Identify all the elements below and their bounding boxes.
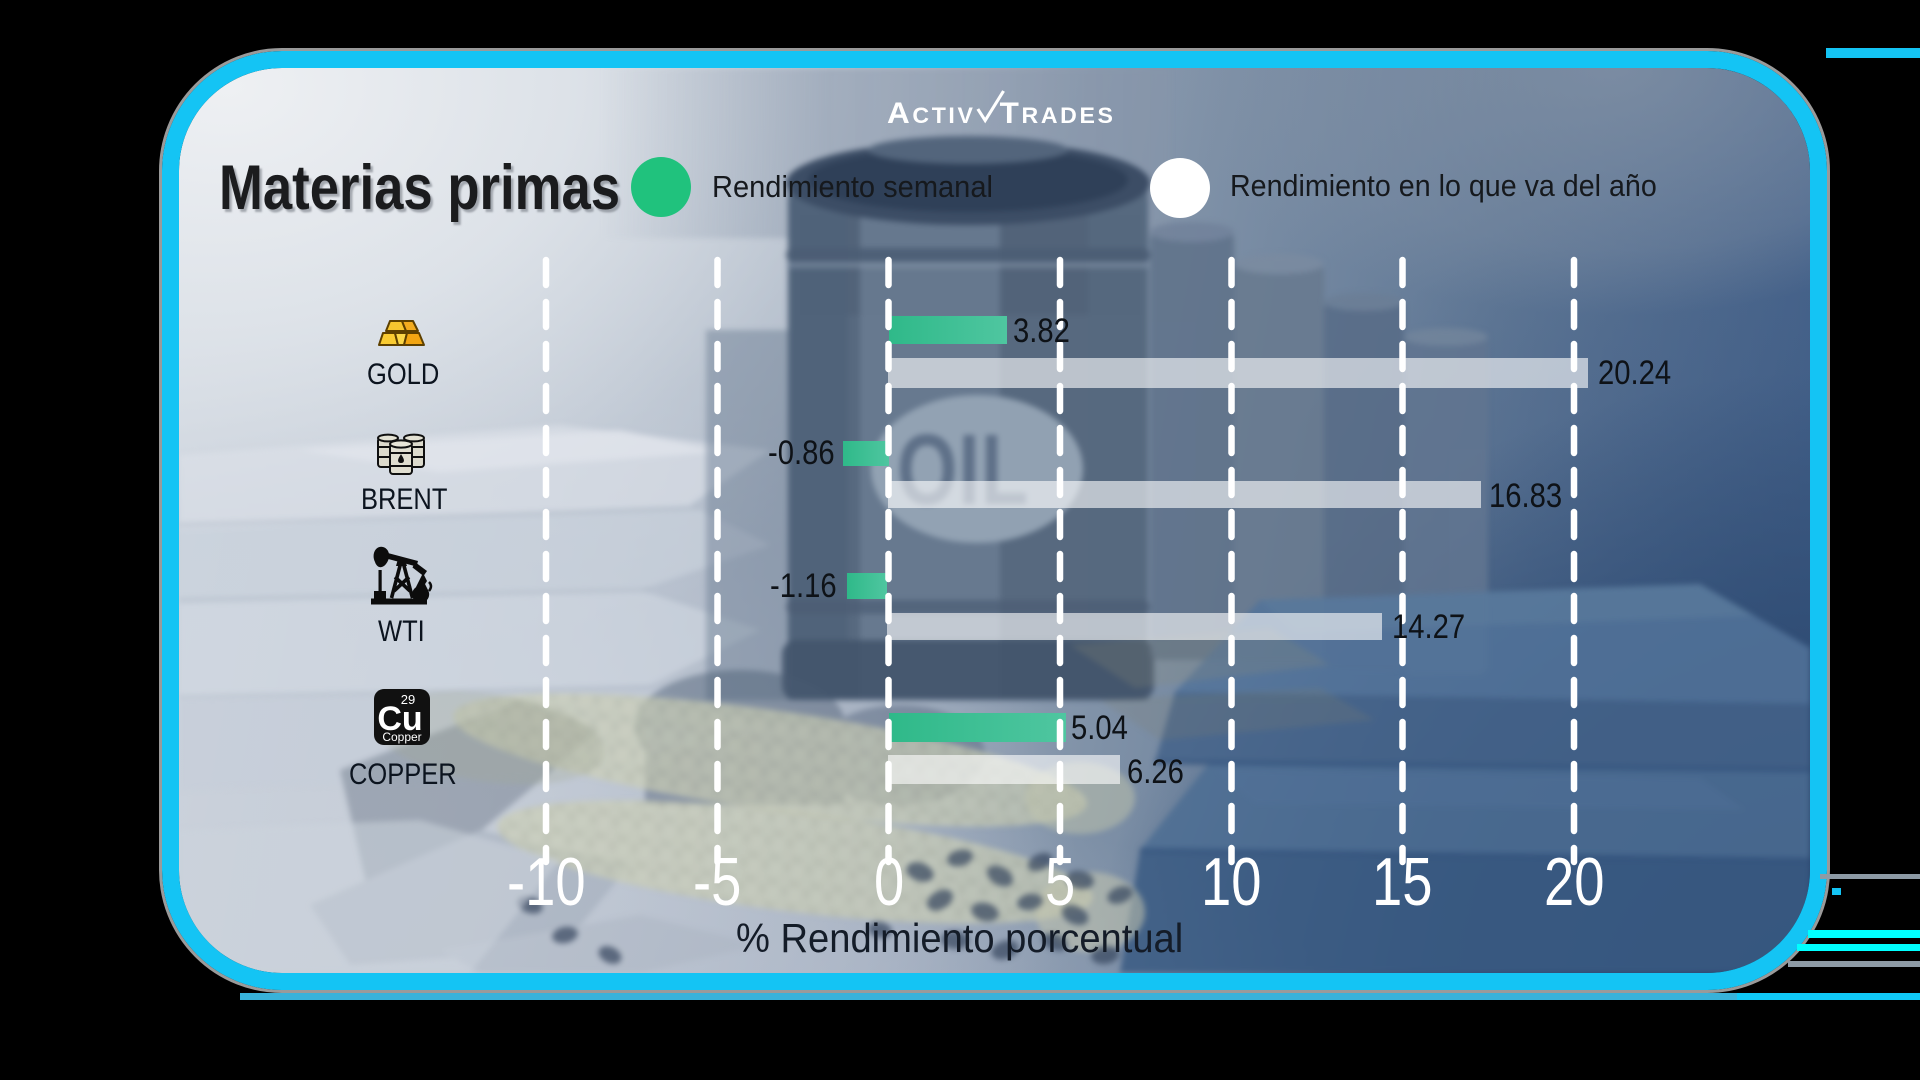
svg-text:29: 29 <box>401 692 415 707</box>
svg-text:Cu: Cu <box>377 700 422 738</box>
svg-text:Copper: Copper <box>382 730 421 744</box>
